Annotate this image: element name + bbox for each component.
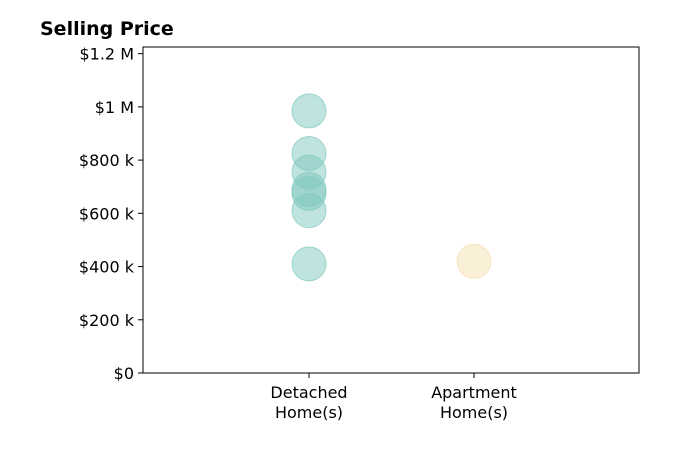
data-point [291, 246, 327, 282]
chart-title: Selling Price [40, 18, 174, 40]
y-tick-label: $200 k [79, 311, 135, 330]
y-tick-label: $800 k [79, 151, 135, 170]
y-tick-label: $600 k [79, 204, 135, 223]
y-axis: $0 $200 k $400 k $600 k $800 k $1 M $1.2 M [79, 45, 143, 383]
y-tick-label: $400 k [79, 258, 135, 277]
y-tick-label: $1.2 M [79, 45, 134, 64]
y-tick-label: $1 M [95, 98, 134, 117]
x-axis: Detached Home(s) Apartment Home(s) [270, 373, 517, 422]
data-point [291, 193, 327, 229]
x-tick-label: Apartment Home(s) [431, 383, 517, 422]
data-point [456, 243, 492, 279]
data-points [291, 93, 492, 282]
y-tick-label: $0 [114, 364, 134, 383]
data-point [291, 93, 327, 129]
x-tick-label: Detached Home(s) [270, 383, 347, 422]
plot-frame [142, 46, 640, 374]
